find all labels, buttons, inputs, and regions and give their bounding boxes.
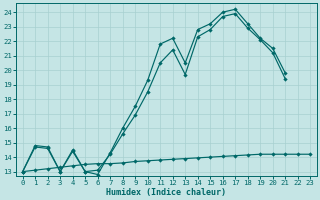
- X-axis label: Humidex (Indice chaleur): Humidex (Indice chaleur): [107, 188, 227, 197]
